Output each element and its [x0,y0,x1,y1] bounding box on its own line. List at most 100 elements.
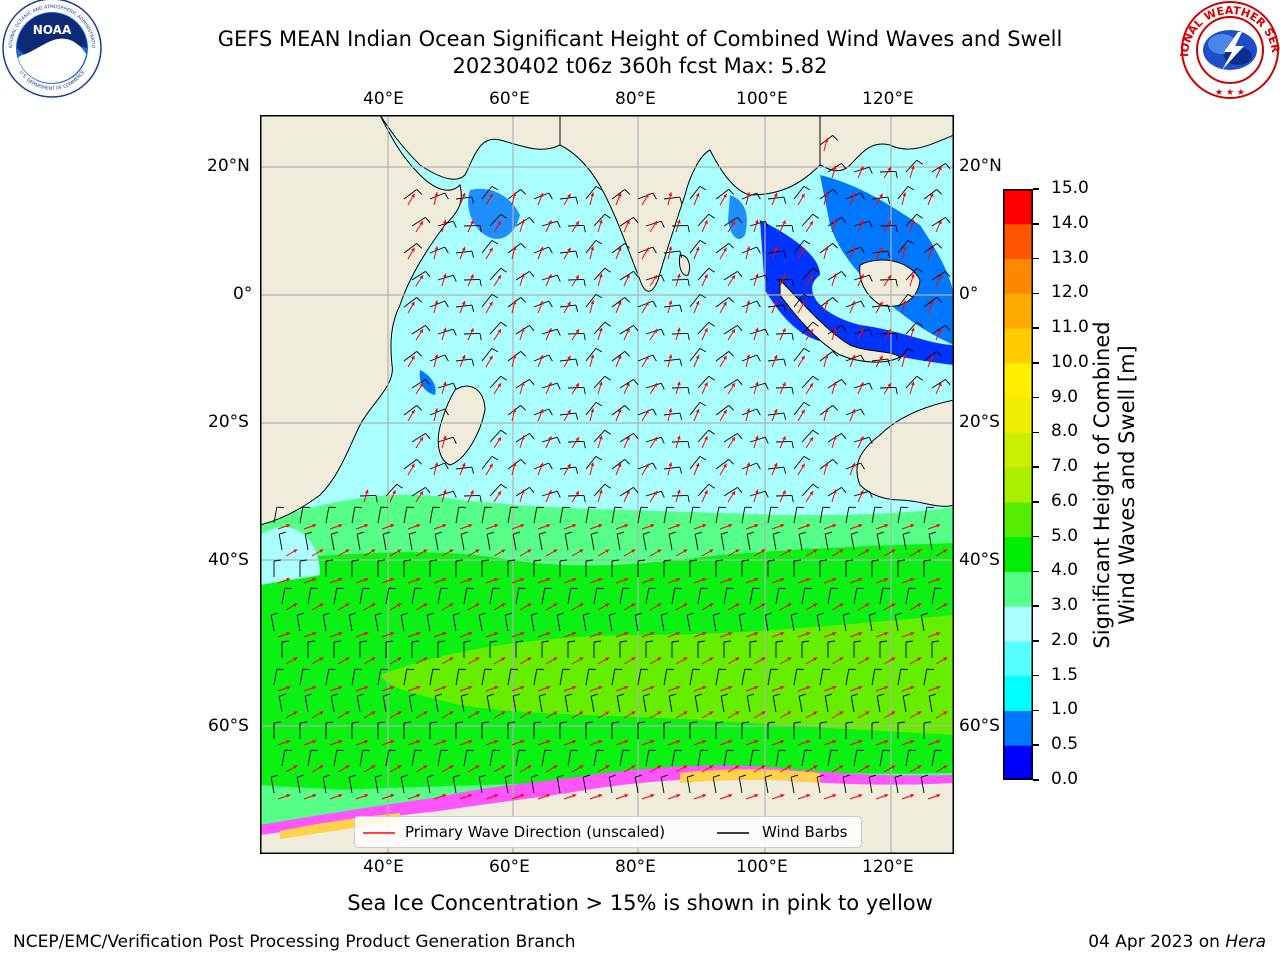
colorbar-cell [1003,501,1033,538]
wind-barb-shaft [489,483,502,497]
wave-direction-arrowhead [891,711,896,715]
wave-direction-arrowhead [702,686,707,690]
wind-barb-feather [739,612,747,616]
wave-direction-arrowhead [364,740,369,744]
wind-barb-shaft [437,436,454,443]
wind-barb-feather [803,186,811,191]
wind-barb-shaft [723,379,738,389]
wave-direction-arrowhead [512,192,517,197]
wave-direction-arrowhead [851,463,856,467]
wind-barb-shaft [801,321,814,335]
wind-barb-feather [877,531,885,535]
wind-barb-feather [556,383,561,390]
wind-barb-feather [660,221,665,228]
wave-direction-arrowhead [773,409,778,413]
wind-barb-shaft [351,669,356,686]
lon-label-top-120e: 120°E [862,89,914,109]
land-sumatra-java [779,278,901,363]
colorbar-cell [1003,467,1033,503]
wind-barb-feather [531,612,539,616]
wind-barb-feather [437,640,445,643]
wind-barb-feather [689,559,697,562]
wind-barb-shaft [738,777,743,794]
wind-barb-shaft [637,462,653,470]
wind-barb-shaft [793,348,805,362]
wind-barb-shaft [325,669,330,686]
wind-barb-feather [520,405,527,411]
wind-barb-feather [756,192,761,200]
wave-direction-arrowhead [371,765,376,769]
wind-barb-shaft [801,267,814,281]
wind-barb-shaft [611,405,626,416]
footer-date: 04 Apr 2023 on Hera [1088,932,1266,952]
wind-barb-feather [425,433,431,440]
wave-direction-arrowhead [572,794,577,798]
colorbar-cell [1003,745,1033,780]
wind-barb-shaft [767,304,784,308]
wind-barb-feather [624,243,631,249]
wind-barb-shaft [515,750,520,767]
wave-direction-arrowhead [695,301,700,305]
wind-barb-feather [936,351,943,357]
wave-direction-arrowhead [397,657,402,661]
wind-barb-shaft [637,192,653,200]
wind-barb-shaft [359,750,364,767]
wave-direction-arrowhead [884,740,889,744]
wind-barb-feather [791,495,794,503]
wind-barb-feather [921,774,929,778]
wave-direction-arrowhead [865,711,870,715]
sea-ice-band [260,765,954,835]
wind-barb-shaft [723,433,738,443]
wind-barb-feather [841,433,847,440]
wave-direction-arrowhead [761,549,766,553]
wave-direction-arrowhead [345,765,350,769]
wave-direction-arrowhead [731,329,735,334]
wave-direction-arrowhead [434,300,439,305]
wind-barb-shaft [793,507,798,524]
wave-direction-arrowhead [546,524,551,528]
wind-barb-shaft [481,348,493,362]
wind-barb-shaft [689,507,694,524]
wind-barb-feather [556,491,561,498]
wind-barb-feather [271,774,279,778]
wind-barb-shaft [567,588,572,605]
wind-barb-feather [624,459,631,465]
wind-barb-feather [827,640,835,643]
wave-direction-arrowhead [704,220,708,225]
wind-barb-shaft [411,750,416,767]
wind-barb-shaft [715,669,720,686]
wind-barb-shaft [793,294,805,308]
wind-barb-feather [297,612,305,616]
wind-barb-feather [591,693,599,697]
wave-direction-arrowhead [553,657,558,661]
wave-direction-arrowhead [910,381,915,386]
wind-barb-feather [500,213,507,219]
wind-barb-feather [425,217,431,224]
wind-barb-shaft [920,777,925,794]
wind-barb-feather [471,250,475,258]
wind-barb-feather [832,459,839,465]
wind-barb-shaft [348,615,353,632]
wave-direction-arrowhead [735,711,740,715]
wind-barb-shaft [775,332,793,335]
wave-direction-arrowhead [754,381,759,386]
wind-barb-shaft [905,267,918,281]
wind-barb-shaft [377,669,382,686]
wave-direction-arrowhead [917,549,922,553]
wave-direction-arrowhead [397,603,402,607]
wind-barb-shaft [429,669,434,686]
wind-barb-shaft [304,534,309,551]
wind-barb-feather [643,531,651,535]
wind-barb-feather [416,243,423,249]
wind-barb-shaft [642,534,647,551]
wind-barb-shaft [660,777,665,794]
colorbar-tick-label: 12.0 [1051,282,1089,303]
wave-direction-arrowhead [624,578,629,582]
wave-direction-arrowhead [929,355,934,359]
wave-direction-arrowhead [338,740,343,744]
wave-direction-arrowhead [579,711,584,715]
wind-barb-shaft [463,588,468,605]
wave-direction-arrowhead [539,301,544,305]
wind-barb-shaft [585,669,590,686]
wind-barb-shaft [793,240,805,254]
